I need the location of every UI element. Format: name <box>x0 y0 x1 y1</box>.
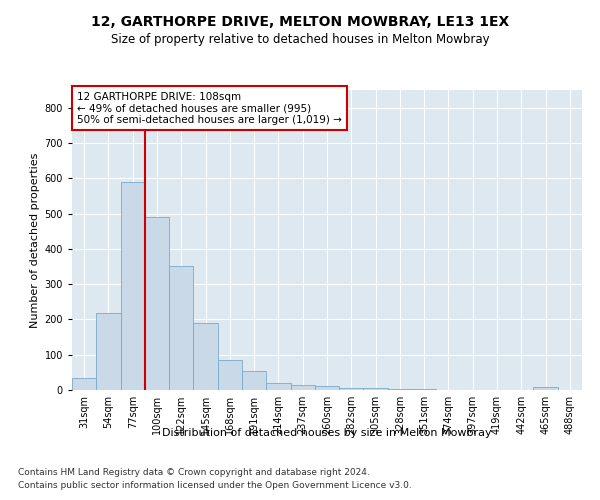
Bar <box>72 378 96 390</box>
Bar <box>218 360 242 390</box>
Text: 12 GARTHORPE DRIVE: 108sqm
← 49% of detached houses are smaller (995)
50% of sem: 12 GARTHORPE DRIVE: 108sqm ← 49% of deta… <box>77 92 342 124</box>
Bar <box>364 388 388 390</box>
Bar <box>121 182 145 390</box>
Text: Size of property relative to detached houses in Melton Mowbray: Size of property relative to detached ho… <box>110 34 490 46</box>
Bar <box>533 387 558 390</box>
Bar <box>96 313 121 390</box>
Text: Distribution of detached houses by size in Melton Mowbray: Distribution of detached houses by size … <box>162 428 492 438</box>
Text: 12, GARTHORPE DRIVE, MELTON MOWBRAY, LE13 1EX: 12, GARTHORPE DRIVE, MELTON MOWBRAY, LE1… <box>91 16 509 30</box>
Bar <box>266 383 290 390</box>
Bar <box>290 385 315 390</box>
Bar <box>242 370 266 390</box>
Bar <box>145 217 169 390</box>
Y-axis label: Number of detached properties: Number of detached properties <box>31 152 40 328</box>
Bar <box>193 323 218 390</box>
Text: Contains HM Land Registry data © Crown copyright and database right 2024.: Contains HM Land Registry data © Crown c… <box>18 468 370 477</box>
Bar <box>315 386 339 390</box>
Bar <box>339 388 364 390</box>
Bar <box>169 266 193 390</box>
Text: Contains public sector information licensed under the Open Government Licence v3: Contains public sector information licen… <box>18 480 412 490</box>
